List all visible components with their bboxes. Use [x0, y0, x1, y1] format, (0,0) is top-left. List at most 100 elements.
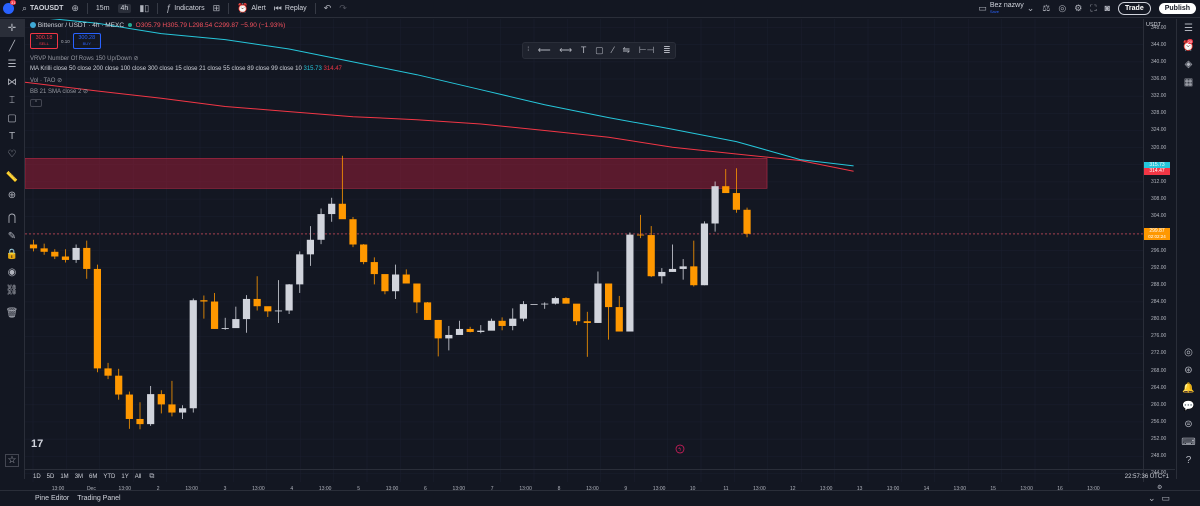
remove-drawings-tool[interactable]: 🗑: [0, 304, 25, 322]
favorites-tool[interactable]: ☆: [0, 451, 25, 469]
text-tool-icon[interactable]: T: [580, 45, 587, 55]
tradingview-logo[interactable]: 17: [31, 438, 43, 450]
clock-timezone[interactable]: 22:57:36 UTC+1: [1124, 473, 1169, 480]
icons-tool[interactable]: ♡: [0, 145, 25, 163]
object-tree-button[interactable]: ⚖: [1042, 4, 1050, 13]
legend-ma[interactable]: MA Krilli close 50 close 200 close 100 c…: [30, 66, 342, 72]
quick-search-button[interactable]: ◎: [1058, 4, 1066, 13]
legend-bb[interactable]: BB 21 SMA close 2 ⊘: [30, 88, 88, 95]
indicators-button[interactable]: ƒ Indicators: [166, 4, 204, 13]
publish-button[interactable]: Publish: [1158, 3, 1196, 14]
watchlist-button[interactable]: ☰: [1177, 19, 1200, 37]
text-tool[interactable]: T: [0, 127, 25, 145]
range-button-1y[interactable]: 1Y: [121, 473, 129, 480]
compare-button[interactable]: ⊕: [71, 4, 79, 13]
sell-button[interactable]: 300.18 SELL: [30, 33, 58, 49]
rectangle-icon[interactable]: ▢: [595, 45, 604, 55]
price-range-icon[interactable]: ≣: [663, 45, 671, 55]
stay-drawing-tool[interactable]: ✎: [0, 227, 25, 245]
chevron-down-icon[interactable]: ⌄: [1147, 493, 1156, 503]
news-button[interactable]: ▦: [1177, 73, 1200, 91]
buy-button[interactable]: 300.28 BUY: [72, 33, 101, 49]
eye-off-icon[interactable]: ⊘: [83, 89, 89, 95]
lock-drawings-tool[interactable]: 🔒: [0, 245, 25, 263]
candle: [690, 240, 698, 287]
interval-15m[interactable]: 15m: [96, 5, 110, 12]
tab-pine-editor[interactable]: Pine Editor: [35, 495, 69, 502]
measure-tool[interactable]: 📏: [0, 168, 25, 186]
tab-trading-panel[interactable]: Trading Panel: [77, 495, 120, 502]
hide-drawings-tool[interactable]: ◉: [0, 263, 25, 281]
ray-icon[interactable]: ⇋: [622, 45, 631, 55]
undo-button[interactable]: ↶: [324, 4, 332, 13]
range-button-1m[interactable]: 1M: [60, 473, 69, 480]
range-button-ytd[interactable]: YTD: [103, 473, 116, 480]
trade-button[interactable]: Trade: [1118, 2, 1151, 15]
collapse-legend-button[interactable]: ⌃: [30, 99, 42, 107]
templates-button[interactable]: ⊞: [213, 4, 221, 13]
fullscreen-button[interactable]: ⛶: [1090, 4, 1096, 13]
range-button-3m[interactable]: 3M: [74, 473, 84, 480]
axis-settings-button[interactable]: ⚙: [1157, 484, 1162, 491]
date-range-icon[interactable]: ⊢⊣: [638, 45, 655, 55]
alerts-button[interactable]: ⏰ 20: [1177, 37, 1200, 55]
help-button[interactable]: ?: [1177, 451, 1200, 469]
notifications-button[interactable]: 🔔: [1177, 379, 1200, 397]
patterns-tool[interactable]: ⋈: [0, 73, 25, 91]
settings-button[interactable]: ⚙: [1074, 4, 1082, 13]
crosshair-tool[interactable]: ✛: [0, 19, 25, 37]
avatar[interactable]: 31: [3, 0, 17, 14]
shapes-tool[interactable]: ▢: [0, 109, 25, 127]
trend-line-tool[interactable]: ╱: [0, 37, 25, 55]
layout-menu[interactable]: ▭ Bez nazwy Save ⌄: [978, 2, 1034, 15]
screener-button[interactable]: ⊜: [1177, 415, 1200, 433]
legend-header[interactable]: Bittensor / USDT · 4h · MEXC O305.79 H30…: [30, 22, 285, 29]
quick-search-icon: ◎: [1058, 3, 1067, 13]
legend-vol[interactable]: Vol · TAO ⊘: [30, 77, 62, 84]
interval-4h[interactable]: 4h: [117, 4, 132, 13]
range-button-all[interactable]: All: [134, 473, 142, 480]
chats-button[interactable]: 💬: [1177, 397, 1200, 415]
symbol-search[interactable]: ⌕ TAOUSDT: [22, 4, 63, 13]
ideas-button[interactable]: ◎: [1177, 343, 1200, 361]
time-tick: 3: [223, 486, 227, 492]
bottom-panel-bar: Pine Editor Trading Panel ⌄ ▭: [0, 490, 1200, 506]
chat-icon: 💬: [1182, 400, 1195, 412]
drag-handle-icon[interactable]: ⁞: [527, 47, 530, 53]
calendar-range-icon[interactable]: ⧉: [149, 473, 155, 480]
time-tick: 13:00: [819, 486, 833, 492]
chart-canvas[interactable]: 17 ϟ: [25, 19, 1143, 482]
range-button-6m[interactable]: 6M: [89, 473, 98, 480]
alert-button[interactable]: ⏰ Alert: [237, 4, 266, 13]
magnet-tool[interactable]: ⋂: [0, 209, 25, 227]
redo-button[interactable]: ↷: [339, 4, 347, 13]
resistance-zone-rect[interactable]: [25, 158, 768, 189]
snapshot-button[interactable]: ◙: [1105, 4, 1110, 13]
flash-icon[interactable]: ϟ: [675, 444, 685, 454]
link-tool[interactable]: ⛓: [0, 281, 25, 299]
streams-button[interactable]: ⊛: [1177, 361, 1200, 379]
currency-label[interactable]: USDT: [1146, 22, 1161, 28]
data-window-button[interactable]: ◈: [1177, 55, 1200, 73]
candle: [722, 169, 730, 194]
time-tick: 13:00: [519, 486, 532, 492]
horizontal-line-icon[interactable]: ⟷: [559, 45, 573, 55]
chart-type-button[interactable]: ▮▯: [139, 4, 149, 13]
eye-off-icon[interactable]: ⊘: [57, 78, 63, 84]
maximize-icon[interactable]: ▭: [1161, 493, 1170, 503]
range-button-1d[interactable]: 1D: [33, 473, 41, 480]
legend-vrvp[interactable]: VRVP Number Of Rows 150 Up/Down ⊘: [30, 55, 139, 62]
prediction-tool[interactable]: ⌶: [0, 91, 25, 109]
pine-button[interactable]: ⌨: [1177, 433, 1200, 451]
candle: [477, 325, 485, 334]
price-scale[interactable]: [1143, 19, 1176, 482]
zoom-tool[interactable]: ⊕: [0, 186, 25, 204]
trend-line-icon[interactable]: ⁄: [612, 45, 614, 55]
replay-button[interactable]: ⏮ Replay: [274, 4, 307, 13]
trade-label: Trade: [1118, 2, 1151, 15]
arrow-left-line-icon[interactable]: ⟵: [537, 45, 551, 55]
range-button-5d[interactable]: 5D: [46, 473, 55, 480]
eye-off-icon[interactable]: ⊘: [133, 56, 139, 62]
resistance-zone[interactable]: [25, 158, 768, 189]
fib-tool[interactable]: ☰: [0, 55, 25, 73]
